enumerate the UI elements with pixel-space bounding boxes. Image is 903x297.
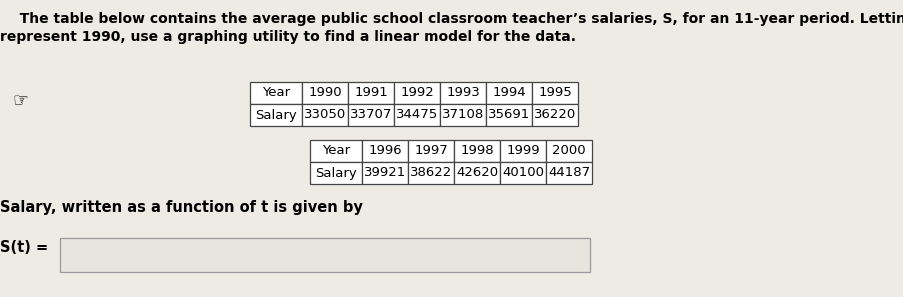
Bar [486,82,531,104]
Bar [499,140,545,162]
Text: 1992: 1992 [400,86,433,99]
Bar [310,140,361,162]
Bar [531,104,577,126]
Bar [394,104,440,126]
Bar [440,104,486,126]
Text: The table below contains the average public school classroom teacher’s salaries,: The table below contains the average pub… [5,12,903,26]
Text: 40100: 40100 [501,167,544,179]
Bar [302,104,348,126]
Text: represent 1990, use a graphing utility to find a linear model for the data.: represent 1990, use a graphing utility t… [0,30,575,44]
Text: 34475: 34475 [396,108,438,121]
Bar [531,82,577,104]
Text: Salary, written as a function of t is given by: Salary, written as a function of t is gi… [0,200,362,215]
Bar [407,162,453,184]
Text: 36220: 36220 [534,108,575,121]
Bar [361,140,407,162]
Text: 39921: 39921 [364,167,405,179]
Text: 1999: 1999 [506,145,539,157]
Bar [394,82,440,104]
Bar [440,82,486,104]
Bar [361,162,407,184]
Text: 1993: 1993 [446,86,479,99]
Text: ☞: ☞ [12,91,28,109]
FancyBboxPatch shape [60,238,590,272]
Bar [545,140,591,162]
Text: 2000: 2000 [552,145,585,157]
Text: 38622: 38622 [409,167,452,179]
Text: 1997: 1997 [414,145,447,157]
Text: S(t) =: S(t) = [0,240,48,255]
Text: 1994: 1994 [491,86,526,99]
Text: 1998: 1998 [460,145,493,157]
Text: 33050: 33050 [303,108,346,121]
Text: 42620: 42620 [455,167,498,179]
Text: 44187: 44187 [547,167,590,179]
Bar [545,162,591,184]
Text: 37108: 37108 [442,108,484,121]
Text: 35691: 35691 [488,108,529,121]
Bar [310,162,361,184]
Text: 1995: 1995 [537,86,572,99]
Bar [250,82,302,104]
Bar [453,140,499,162]
Text: 1996: 1996 [368,145,401,157]
Bar [250,104,302,126]
Text: 1991: 1991 [354,86,387,99]
Bar [499,162,545,184]
Text: Year: Year [262,86,290,99]
Text: Salary: Salary [315,167,357,179]
Text: 1990: 1990 [308,86,341,99]
Text: Year: Year [321,145,349,157]
Bar [453,162,499,184]
Bar [348,104,394,126]
Bar [302,82,348,104]
Bar [348,82,394,104]
Bar [407,140,453,162]
Text: Salary: Salary [255,108,296,121]
Bar [486,104,531,126]
Text: 33707: 33707 [349,108,392,121]
